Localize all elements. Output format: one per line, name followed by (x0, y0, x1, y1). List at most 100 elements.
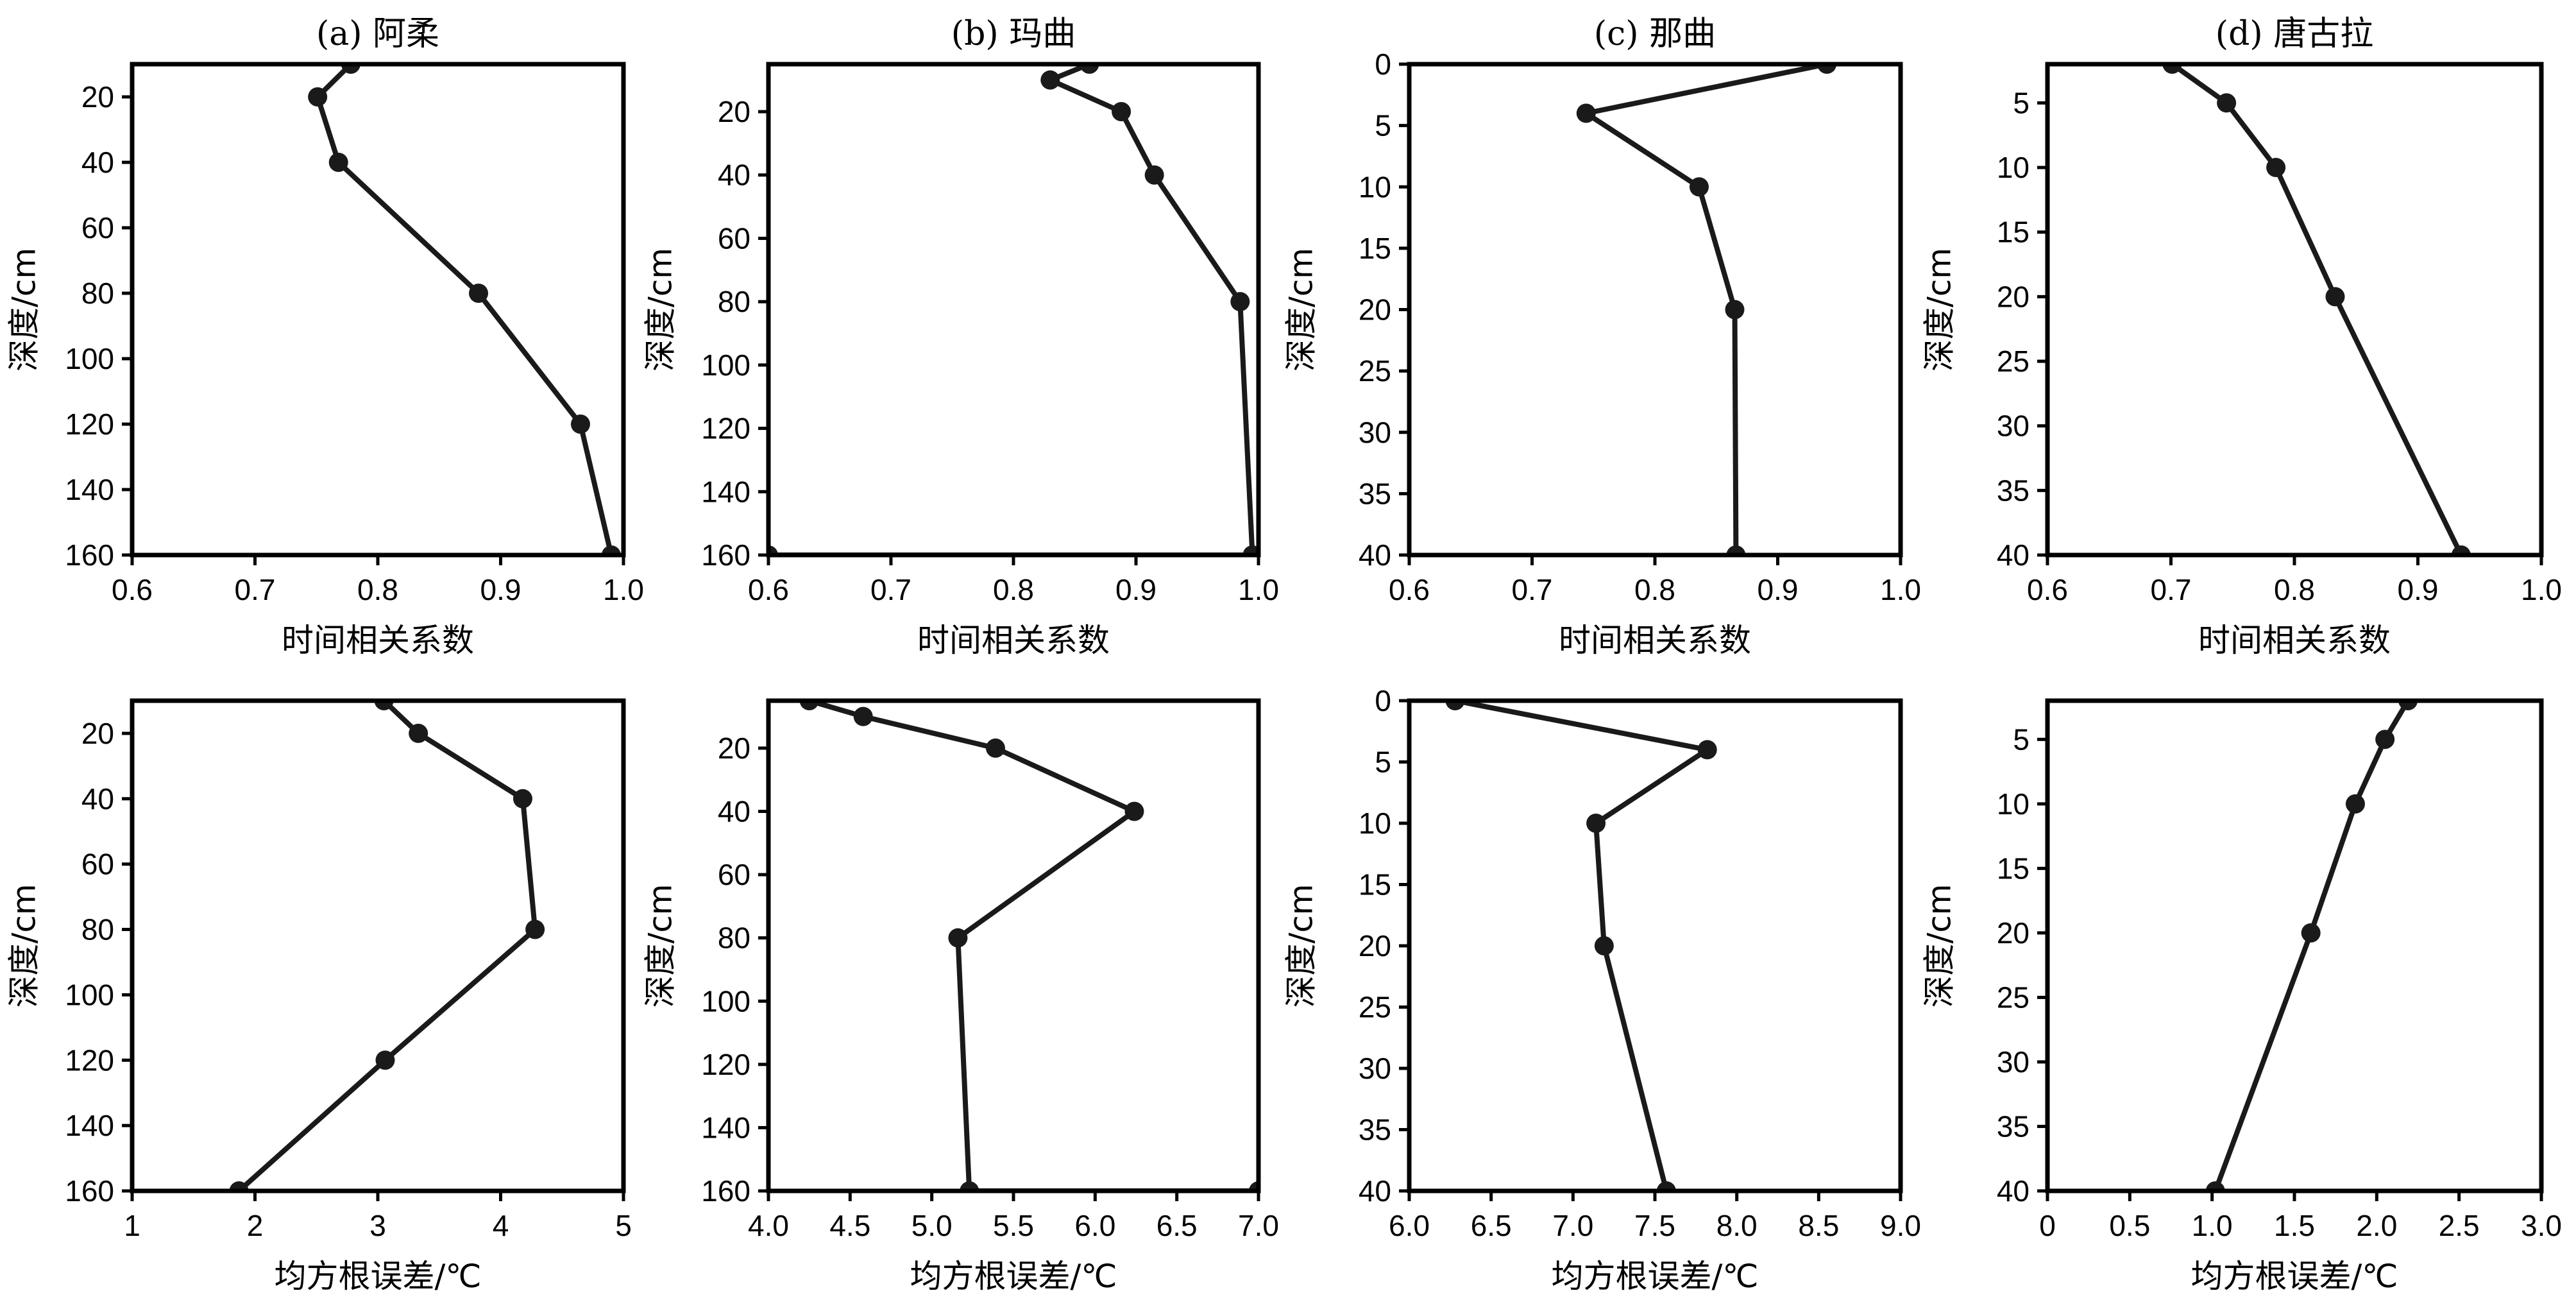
x-tick-label: 1 (124, 1209, 140, 1242)
data-point (601, 545, 621, 555)
series-group (229, 701, 545, 1191)
y-tick-label: 0 (1375, 47, 1391, 81)
x-tick-label: 8.5 (1798, 1209, 1839, 1242)
x-tick-label: 0.6 (112, 573, 153, 606)
data-point (2266, 158, 2286, 178)
y-tick-label: 25 (1359, 991, 1391, 1024)
y-tick-label: 140 (65, 473, 114, 506)
y-axis-label: 深度/cm (1283, 884, 1320, 1007)
x-tick-label: 7.5 (1634, 1209, 1675, 1242)
x-tick-label: 0.8 (2274, 573, 2315, 606)
data-point (1230, 292, 1250, 312)
y-tick-label: 30 (1359, 416, 1391, 449)
data-point (1817, 64, 1837, 74)
plot-frame (1407, 62, 1903, 558)
chart-panel-3: (c) 那曲 0.6 0.7 0.8 0.9 1.0 0 5 10 15 20 25 30 35 40 时间相… (1283, 15, 1921, 659)
x-tick-label: 1.0 (2521, 573, 2562, 606)
y-tick-label: 160 (65, 1174, 114, 1208)
chart-panel-8: 0 0.5 1.0 1.5 2.0 2.5 3.0 5 10 15 20 25 30 35 40 均方根误差/… (1921, 698, 2562, 1295)
y-axis-label: 深度/cm (642, 248, 679, 372)
y-tick-label: 60 (718, 858, 750, 891)
data-point (2345, 794, 2365, 814)
y-tick-label: 160 (65, 538, 114, 572)
x-tick-label: 0.7 (870, 573, 911, 606)
y-tick-label: 20 (1359, 929, 1391, 962)
data-point (1594, 936, 1614, 955)
series-group (1576, 64, 1837, 555)
y-tick-label: 40 (718, 795, 750, 828)
y-tick-label: 100 (701, 348, 750, 382)
data-point (1689, 177, 1709, 197)
y-tick-label: 160 (701, 538, 750, 572)
x-axis-label: 时间相关系数 (1559, 622, 1751, 659)
y-tick-label: 120 (701, 1048, 750, 1081)
chart-panel-7: 6.0 6.5 7.0 7.5 8.0 8.5 9.0 0 5 10 15 20 25 30 35 40 均方根… (1283, 684, 1921, 1295)
series-line (1452, 701, 1710, 1191)
y-tick-label: 30 (1997, 1045, 2029, 1079)
y-tick-label: 100 (65, 342, 114, 375)
x-tick-label: 2.0 (2356, 1209, 2397, 1242)
x-tick-label: 1.0 (1880, 573, 1921, 606)
y-tick-label: 40 (81, 782, 114, 816)
data-point (341, 64, 360, 74)
y-tick-label: 15 (1997, 851, 2029, 885)
data-point (375, 1050, 395, 1070)
data-point (328, 153, 348, 172)
x-tick-label: 1.5 (2274, 1209, 2315, 1242)
chart-panel-2: (b) 玛曲 0.6 0.7 0.8 0.9 1.0 20 40 60 80 100 120 140 16… (642, 15, 1279, 659)
data-point (308, 87, 328, 107)
y-tick-label: 30 (1997, 409, 2029, 443)
y-tick-label: 5 (2013, 86, 2029, 119)
y-tick-label: 10 (1997, 151, 2029, 184)
data-point (1725, 300, 1745, 320)
data-point (2375, 730, 2395, 749)
x-axis-label: 时间相关系数 (917, 622, 1110, 659)
plot-frame (766, 698, 1261, 1193)
x-tick-label: 0 (2039, 1209, 2056, 1242)
y-tick-label: 35 (1359, 477, 1391, 510)
y-tick-label: 80 (718, 285, 750, 318)
y-tick-label: 0 (1375, 684, 1391, 717)
data-point (374, 701, 394, 710)
y-tick-label: 5 (1375, 746, 1391, 779)
series-line (1583, 64, 1830, 555)
y-tick-label: 40 (1359, 538, 1391, 572)
data-point (469, 284, 489, 303)
data-point (1697, 740, 1717, 760)
y-tick-label: 15 (1359, 232, 1391, 265)
x-tick-label: 7.0 (1552, 1209, 1593, 1242)
chart-panel-6: 4.0 4.5 5.0 5.5 6.0 6.5 7.0 20 40 60 80 100 120 140 16… (642, 698, 1279, 1295)
data-point (948, 928, 968, 948)
y-tick-label: 15 (1997, 216, 2029, 249)
y-axis-label: 深度/cm (1921, 884, 1958, 1007)
plot-frame (2045, 62, 2544, 558)
y-tick-label: 30 (1359, 1052, 1391, 1085)
y-tick-label: 20 (1359, 293, 1391, 327)
x-tick-label: 3.0 (2521, 1209, 2562, 1242)
x-tick-label: 6.5 (1157, 1209, 1198, 1242)
y-tick-label: 60 (718, 221, 750, 255)
data-point (1112, 102, 1131, 122)
x-tick-label: 0.9 (480, 573, 521, 606)
data-point (799, 701, 819, 710)
panel-title: (d) 唐古拉 (2216, 15, 2373, 53)
x-tick-label: 0.8 (357, 573, 398, 606)
series-group (1445, 701, 1717, 1191)
series-group (768, 64, 1258, 555)
series-line (768, 64, 1255, 555)
y-tick-label: 40 (1997, 1174, 2029, 1208)
x-tick-label: 3 (369, 1209, 386, 1242)
x-tick-label: 0.6 (2027, 573, 2068, 606)
y-tick-label: 35 (1997, 474, 2029, 507)
data-point (1242, 545, 1258, 555)
chart-panel-1: (a) 阿柔 0.6 0.7 0.8 0.9 1.0 20 40 60 80 100 120 140 16… (6, 15, 644, 659)
y-tick-label: 10 (1359, 170, 1391, 203)
panel-title: (c) 那曲 (1594, 15, 1716, 53)
data-point (1576, 103, 1596, 123)
data-point (513, 789, 532, 808)
y-tick-label: 120 (65, 1043, 114, 1077)
y-tick-label: 80 (718, 921, 750, 955)
y-tick-label: 100 (65, 978, 114, 1011)
x-tick-label: 4 (493, 1209, 509, 1242)
